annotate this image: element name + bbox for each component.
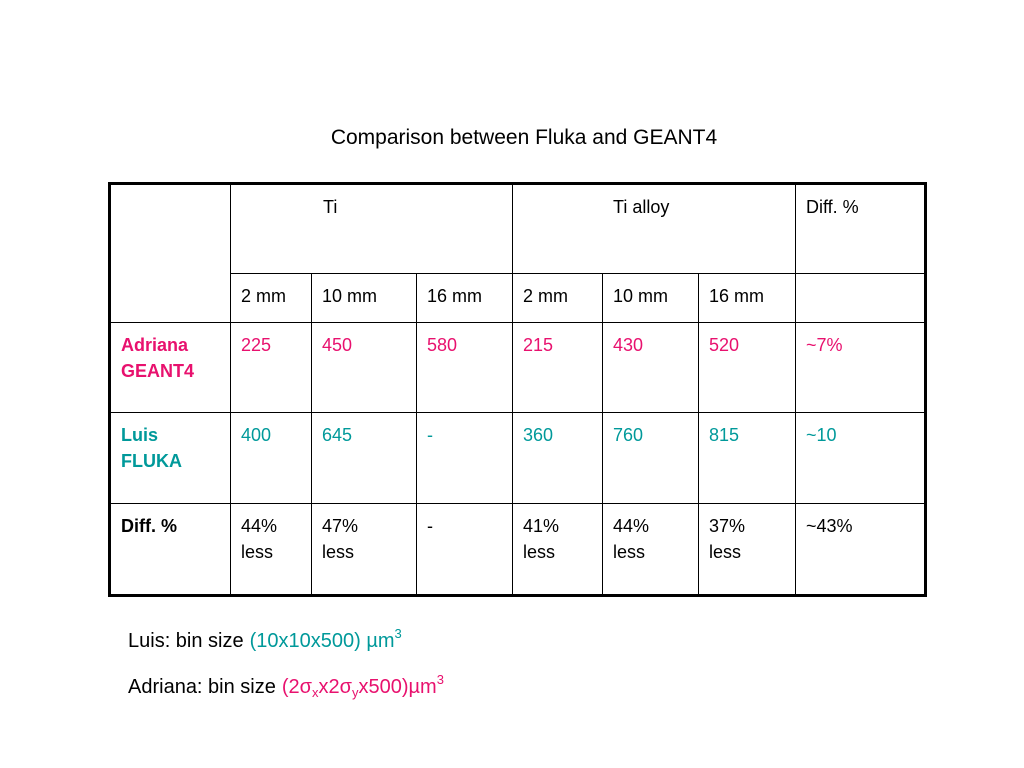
cell-value: ~43%	[806, 516, 853, 536]
data-row: Adriana GEANT4 225 450 580 215 430 520 ~7%	[109, 322, 926, 413]
row-label: Luis FLUKA	[121, 425, 182, 471]
row-label-cell: Luis FLUKA	[109, 412, 231, 504]
comparison-table: Ti Ti alloy Diff. % 2 mm 10 mm 16 mm 2 mm 10…	[108, 182, 927, 597]
cell-value: -	[427, 425, 433, 445]
data-row: Diff. % 44% less 47% less - 41% less 44% less…	[109, 503, 926, 596]
note-label: Adriana: bin size	[128, 676, 276, 698]
header-row: Ti Ti alloy Diff. %	[109, 183, 926, 323]
subheader-row: 2 mm 10 mm 16 mm 2 mm 10 mm 16 mm	[110, 273, 926, 323]
cell-value: 400	[241, 425, 272, 445]
note-value: (2σ	[281, 676, 313, 698]
subheader-cell: 16 mm	[698, 273, 796, 323]
value-cell: 225	[230, 322, 312, 413]
value-cell: 47% less	[311, 503, 417, 596]
data-row: Luis FLUKA 400 645 - 360 760 815 ~10	[109, 412, 926, 504]
subheader-cell: 10 mm	[311, 273, 417, 323]
subheader-cell: 16 mm	[416, 273, 513, 323]
value-cell: -	[416, 503, 513, 596]
note-value: (10x10x500) µm	[249, 630, 395, 652]
cell-value: 44% less	[241, 516, 278, 562]
cell-value: -	[427, 516, 433, 536]
value-cell: 360	[512, 412, 603, 504]
note: Luis: bin size (10x10x500) µm3	[128, 626, 402, 653]
value-cell: -	[416, 412, 513, 504]
value-cell: 450	[311, 322, 417, 413]
value-cell: 430	[602, 322, 699, 413]
cell-value: 450	[322, 335, 353, 355]
value-cell: 44% less	[602, 503, 699, 596]
note-value: x2σ	[318, 676, 352, 698]
cell-value: ~7%	[806, 335, 843, 355]
cell-value: 41% less	[523, 516, 560, 562]
cell-value: 37% less	[709, 516, 746, 562]
subheader-cell: 10 mm	[602, 273, 699, 323]
cell-value: ~10	[806, 425, 837, 445]
value-cell: 760	[602, 412, 699, 504]
note-subscript: y	[351, 685, 359, 700]
value-cell: 37% less	[698, 503, 796, 596]
value-cell: 520	[698, 322, 796, 413]
cell-value: 580	[427, 335, 458, 355]
note-value: x500)µm	[358, 676, 437, 698]
value-cell: 215	[512, 322, 603, 413]
note-label: Luis: bin size	[128, 630, 244, 652]
cell-value: 430	[613, 335, 644, 355]
group-header: Diff. %	[795, 183, 926, 274]
value-cell: ~10	[795, 412, 926, 504]
cell-value: 815	[709, 425, 740, 445]
value-cell: 400	[230, 412, 312, 504]
value-cell: 645	[311, 412, 417, 504]
cell-value: 44% less	[613, 516, 650, 562]
value-cell: 44% less	[230, 503, 312, 596]
note-exponent: 3	[394, 626, 402, 641]
cell-value: 47% less	[322, 516, 359, 562]
value-cell: 580	[416, 322, 513, 413]
cell-value: 520	[709, 335, 740, 355]
table-body: Ti Ti alloy Diff. % 2 mm 10 mm 16 mm 2 mm 10…	[109, 183, 926, 596]
subheader-cell: 2 mm	[512, 273, 603, 323]
value-cell: 41% less	[512, 503, 603, 596]
group-header: Ti alloy	[512, 183, 796, 274]
empty-cell	[795, 273, 926, 323]
row-label: Adriana GEANT4	[121, 335, 195, 381]
row-label: Diff. %	[121, 516, 177, 536]
row-label-cell: Adriana GEANT4	[109, 322, 231, 413]
title: Comparison between Fluka and GEANT4	[330, 126, 718, 149]
subheader-cell: 2 mm	[230, 273, 312, 323]
value-cell: ~43%	[795, 503, 926, 596]
row-label-cell: Diff. %	[109, 503, 231, 596]
cell-value: 645	[322, 425, 353, 445]
cell-value: 225	[241, 335, 272, 355]
note-exponent: 3	[436, 672, 444, 687]
note-subscript: x	[312, 685, 319, 700]
corner-cell	[109, 183, 231, 323]
value-cell: ~7%	[795, 322, 926, 413]
cell-value: 360	[523, 425, 554, 445]
cell-value: 215	[523, 335, 554, 355]
value-cell: 815	[698, 412, 796, 504]
cell-value: 760	[613, 425, 644, 445]
group-header: Ti	[230, 183, 513, 274]
note: Adriana: bin size (2σxx2σyx500)µm3	[128, 672, 444, 700]
